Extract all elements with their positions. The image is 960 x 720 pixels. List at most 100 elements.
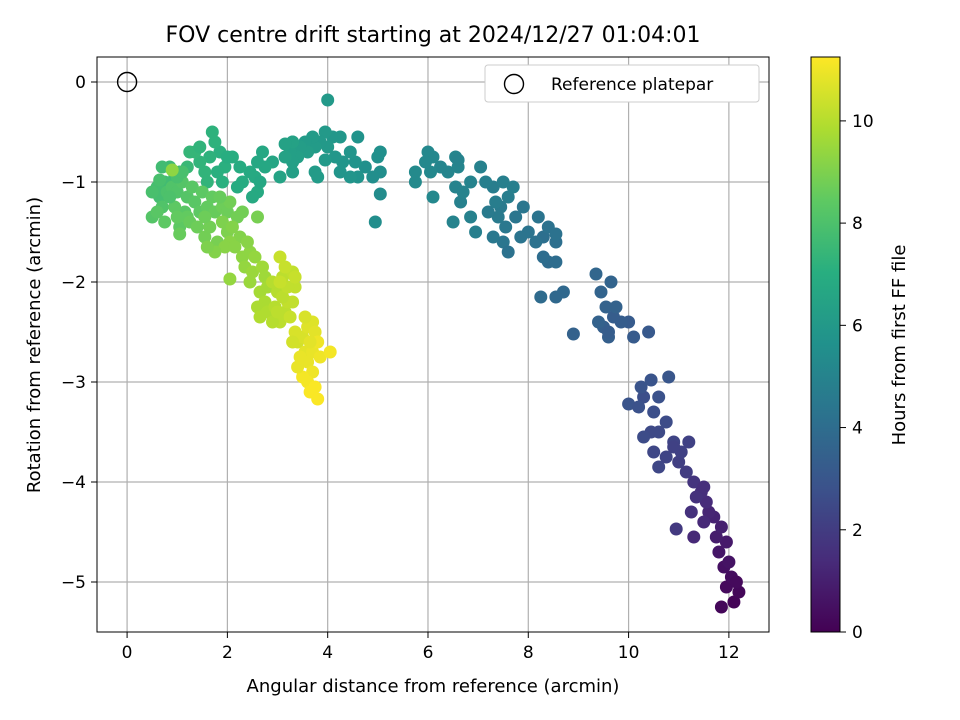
data-point bbox=[256, 145, 269, 159]
legend-marker bbox=[503, 73, 525, 95]
data-point bbox=[273, 275, 287, 289]
data-point bbox=[566, 327, 580, 341]
data-point bbox=[426, 190, 440, 204]
colorbar-tick-label: 8 bbox=[852, 214, 863, 234]
data-point bbox=[223, 272, 237, 286]
data-point bbox=[419, 155, 432, 169]
data-point bbox=[183, 145, 197, 159]
data-point bbox=[223, 195, 237, 209]
data-point bbox=[311, 170, 325, 184]
data-point bbox=[163, 190, 177, 204]
y-tick-label: −3 bbox=[61, 373, 86, 393]
chart-title: FOV centre drift starting at 2024/12/27 … bbox=[166, 23, 701, 48]
data-point bbox=[434, 160, 447, 174]
reference-marker bbox=[116, 71, 138, 93]
data-point bbox=[366, 170, 380, 184]
data-point bbox=[659, 415, 673, 429]
data-point bbox=[609, 300, 623, 314]
data-point bbox=[599, 300, 613, 314]
data-point bbox=[714, 600, 728, 614]
data-point bbox=[516, 200, 530, 214]
x-tick-label: 2 bbox=[222, 643, 233, 663]
data-point bbox=[669, 522, 683, 536]
data-point bbox=[709, 530, 723, 544]
data-point bbox=[647, 405, 661, 419]
x-axis-label: Angular distance from reference (arcmin) bbox=[247, 676, 620, 697]
x-tick-label: 12 bbox=[718, 643, 740, 663]
data-point bbox=[256, 260, 269, 274]
data-point bbox=[170, 210, 184, 224]
data-point bbox=[644, 373, 658, 387]
data-point bbox=[679, 465, 693, 479]
colorbar-gradient bbox=[810, 56, 841, 633]
data-point bbox=[607, 310, 620, 324]
data-point bbox=[592, 315, 605, 329]
data-point bbox=[276, 290, 290, 304]
data-point bbox=[652, 460, 666, 474]
data-point bbox=[228, 240, 242, 254]
data-point bbox=[253, 175, 267, 189]
data-point bbox=[549, 290, 563, 304]
y-axis-ticks: 0 −1 −2 −3 −4 −5 bbox=[61, 73, 97, 593]
data-point bbox=[549, 255, 563, 269]
data-point bbox=[712, 545, 726, 559]
data-point bbox=[729, 575, 743, 589]
data-point bbox=[251, 300, 264, 314]
data-point bbox=[697, 480, 711, 494]
data-point bbox=[286, 335, 300, 349]
data-point bbox=[278, 260, 292, 274]
data-point bbox=[198, 165, 212, 179]
data-point bbox=[682, 435, 696, 449]
data-point bbox=[251, 210, 264, 224]
colorbar-ticks: 0 2 4 6 8 10 bbox=[840, 112, 874, 643]
y-tick-label: −5 bbox=[61, 573, 86, 593]
data-point bbox=[408, 175, 422, 189]
data-point bbox=[684, 505, 698, 519]
data-point bbox=[373, 187, 387, 201]
data-point bbox=[589, 267, 603, 281]
data-point bbox=[218, 240, 232, 254]
data-point bbox=[373, 145, 387, 159]
colorbar: 0 2 4 6 8 10 Hours from first FF file bbox=[810, 56, 910, 643]
data-point bbox=[208, 135, 222, 149]
legend-box bbox=[484, 64, 760, 103]
data-point bbox=[594, 285, 608, 299]
data-point bbox=[203, 150, 217, 164]
data-point bbox=[469, 225, 483, 239]
data-point bbox=[689, 490, 703, 504]
data-point bbox=[246, 265, 259, 279]
data-point bbox=[632, 400, 646, 414]
data-point bbox=[602, 325, 615, 339]
data-point bbox=[451, 153, 465, 167]
data-point bbox=[408, 165, 422, 179]
data-point bbox=[200, 175, 214, 189]
data-point bbox=[627, 330, 641, 344]
data-point bbox=[233, 160, 247, 174]
data-point bbox=[687, 530, 701, 544]
data-point bbox=[273, 170, 287, 184]
data-point bbox=[306, 365, 320, 379]
data-point bbox=[464, 175, 478, 189]
data-point bbox=[421, 145, 435, 159]
data-point bbox=[193, 155, 207, 169]
data-point bbox=[168, 200, 182, 214]
data-point bbox=[220, 205, 234, 219]
data-point bbox=[308, 325, 322, 339]
data-point bbox=[343, 170, 357, 184]
data-point bbox=[647, 445, 661, 459]
data-point bbox=[288, 270, 302, 284]
data-point bbox=[150, 205, 164, 219]
data-point bbox=[145, 185, 159, 199]
data-point bbox=[158, 215, 172, 229]
data-point bbox=[266, 315, 279, 329]
data-point bbox=[479, 175, 493, 189]
data-point bbox=[198, 210, 212, 224]
data-point bbox=[153, 173, 167, 187]
data-point bbox=[667, 440, 681, 454]
data-point bbox=[719, 580, 733, 594]
data-point bbox=[243, 275, 257, 289]
y-tick-label: −1 bbox=[61, 173, 86, 193]
data-point bbox=[687, 475, 701, 489]
data-point bbox=[652, 390, 666, 404]
